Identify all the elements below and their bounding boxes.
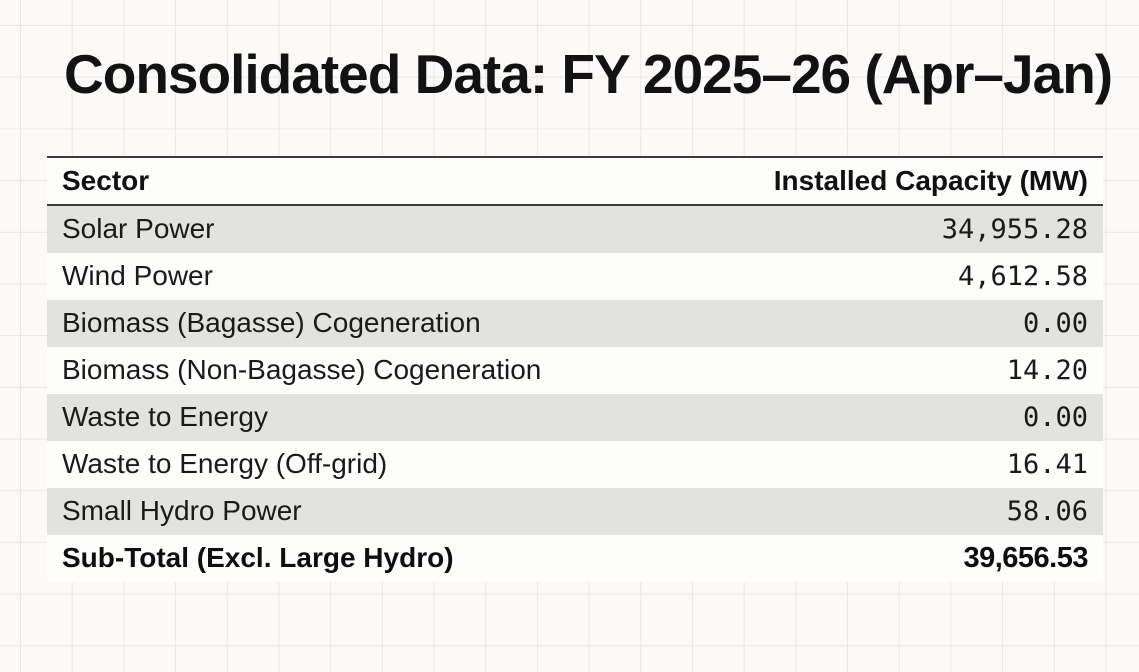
- table-header-row: Sector Installed Capacity (MW): [47, 155, 1103, 206]
- column-header-installed-capacity: Installed Capacity (MW): [575, 155, 1103, 206]
- table-row-subtotal: Sub-Total (Excl. Large Hydro) 39,656.53: [47, 535, 1103, 582]
- table-row-waste-to-energy: Waste to Energy 0.00: [47, 393, 1103, 441]
- capacity-cell: 0.00: [1022, 307, 1088, 339]
- table-row-small-hydro-power: Small Hydro Power 58.06: [47, 487, 1103, 535]
- capacity-cell: 0.00: [1022, 401, 1088, 433]
- table-row-biomass-non-bagasse: Biomass (Non-Bagasse) Cogeneration 14.20: [47, 347, 1103, 394]
- capacity-cell: 4,612.58: [957, 260, 1088, 292]
- table-row-wind-power: Wind Power 4,612.58: [47, 253, 1103, 300]
- sector-cell: Biomass (Bagasse) Cogeneration: [62, 307, 481, 338]
- capacity-cell: 34,955.28: [941, 213, 1088, 245]
- subtotal-label-cell: Sub-Total (Excl. Large Hydro): [62, 542, 454, 573]
- capacity-cell: 14.20: [1006, 354, 1088, 386]
- table-row-biomass-bagasse: Biomass (Bagasse) Cogeneration 0.00: [47, 299, 1103, 347]
- capacity-cell: 58.06: [1006, 495, 1088, 527]
- sector-cell: Solar Power: [62, 213, 215, 244]
- capacity-cell: 16.41: [1006, 448, 1088, 480]
- column-header-sector: Sector: [47, 155, 575, 206]
- table-body: Solar Power 34,955.28 Wind Power 4,612.5…: [47, 204, 1103, 582]
- sector-cell: Waste to Energy (Off-grid): [62, 448, 388, 479]
- page-title: Consolidated Data: FY 2025–26 (Apr–Jan): [64, 43, 1113, 105]
- table-head: Sector Installed Capacity (MW): [47, 155, 1103, 206]
- sector-cell: Small Hydro Power: [62, 495, 302, 526]
- sector-cell: Waste to Energy: [62, 401, 268, 432]
- report-page: Consolidated Data: FY 2025–26 (Apr–Jan) …: [0, 44, 1139, 582]
- sector-cell: Wind Power: [62, 260, 213, 291]
- table-row-solar-power: Solar Power 34,955.28: [47, 204, 1103, 253]
- installed-capacity-table: Sector Installed Capacity (MW) Solar Pow…: [47, 155, 1103, 582]
- table-row-waste-to-energy-offgrid: Waste to Energy (Off-grid) 16.41: [47, 441, 1103, 488]
- sector-cell: Biomass (Non-Bagasse) Cogeneration: [62, 354, 542, 385]
- subtotal-value-cell: 39,656.53: [963, 541, 1088, 574]
